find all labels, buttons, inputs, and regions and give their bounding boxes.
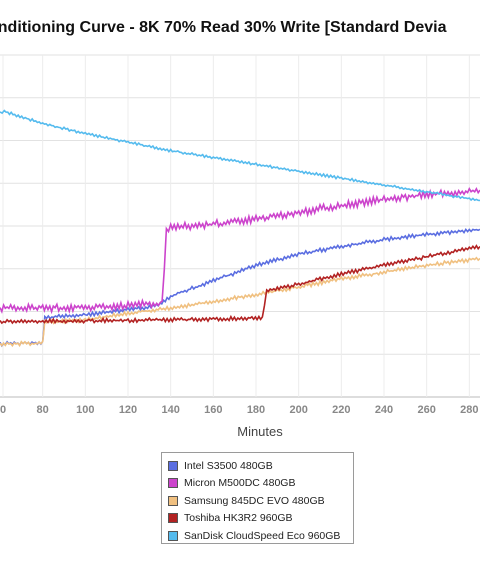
x-tick-label: 160 bbox=[204, 404, 222, 416]
x-tick-label: 140 bbox=[161, 404, 179, 416]
x-tick-label: 220 bbox=[332, 404, 350, 416]
legend-label: Intel S3500 480GB bbox=[184, 459, 273, 472]
x-tick-label: 240 bbox=[375, 404, 393, 416]
legend-swatch bbox=[168, 495, 178, 506]
legend-label: Micron M500DC 480GB bbox=[184, 477, 296, 490]
x-tick-label: 120 bbox=[119, 404, 137, 416]
series-line-5 bbox=[0, 109, 480, 202]
series-line-4 bbox=[0, 244, 480, 325]
x-tick-label: 180 bbox=[247, 404, 265, 416]
legend-label: SanDisk CloudSpeed Eco 960GB bbox=[184, 529, 341, 542]
x-tick-label: 100 bbox=[76, 404, 94, 416]
legend-label: Toshiba HK3R2 960GB bbox=[184, 512, 293, 525]
legend-item: Intel S3500 480GB bbox=[168, 457, 347, 475]
series-lines bbox=[0, 109, 480, 348]
series-line-2 bbox=[0, 186, 480, 315]
x-tick-label: 200 bbox=[289, 404, 307, 416]
legend-label: Samsung 845DC EVO 480GB bbox=[184, 494, 325, 507]
series-line-1 bbox=[0, 227, 480, 348]
legend-swatch bbox=[168, 478, 178, 489]
legend-item: Samsung 845DC EVO 480GB bbox=[168, 492, 347, 510]
legend-item: Toshiba HK3R2 960GB bbox=[168, 510, 347, 528]
legend-item: Micron M500DC 480GB bbox=[168, 475, 347, 493]
grid-lines bbox=[0, 54, 480, 398]
legend-item: SanDisk CloudSpeed Eco 960GB bbox=[168, 527, 347, 545]
legend: Intel S3500 480GB Micron M500DC 480GB Sams… bbox=[161, 452, 354, 544]
x-axis-label: Minutes bbox=[237, 424, 283, 439]
x-tick-labels: 0 80 100 120 140 160 180 200 220 240 260 280 bbox=[0, 404, 479, 416]
x-tick-label: 260 bbox=[417, 404, 435, 416]
x-tick-label: 280 bbox=[460, 404, 478, 416]
x-tick-label: 0 bbox=[0, 404, 6, 416]
legend-swatch bbox=[168, 530, 178, 541]
x-tick-label: 80 bbox=[37, 404, 49, 416]
legend-swatch bbox=[168, 460, 178, 471]
chart-plot: 0 80 100 120 140 160 180 200 220 240 260 280 bbox=[0, 54, 480, 416]
legend-swatch bbox=[168, 513, 178, 524]
chart-title: onditioning Curve - 8K 70% Read 30% Writ… bbox=[0, 19, 447, 36]
